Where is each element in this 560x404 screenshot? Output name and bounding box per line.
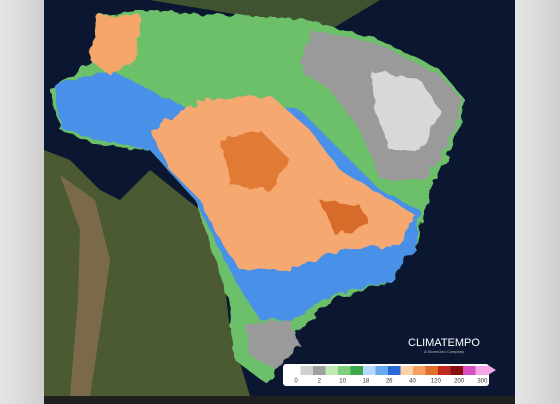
legend-label: 40 [409,379,416,385]
legend-label: 2 [318,379,322,385]
legend-arrow [488,365,496,375]
andes [60,175,110,396]
legend-swatch [438,366,451,375]
legend-swatch [400,366,413,375]
left-margin [0,0,44,404]
legend-swatch [450,366,463,375]
legend-swatch [388,366,401,375]
land-north [150,0,380,30]
legend-label: 18 [363,379,370,385]
legend-label: 200 [454,379,465,385]
legend-swatch [463,366,476,375]
legend [283,364,496,386]
legend-swatch [313,366,326,375]
legend-swatch [375,366,388,375]
logo-name: CLIMATEMPO [408,337,480,349]
legend-swatch [300,366,313,375]
legend-label: 26 [386,379,393,385]
logo-tagline: A StormGeo Company [424,349,464,354]
legend-swatch [325,366,338,375]
precipitation-field [50,10,465,385]
legend-swatch [288,366,301,375]
right-margin [515,0,560,404]
legend-swatch [363,366,376,375]
legend-swatches [288,366,488,375]
legend-label: 120 [431,379,442,385]
legend-swatch [338,366,351,375]
legend-swatch [475,366,488,375]
legend-swatch [413,366,426,375]
legend-swatch [425,366,438,375]
legend-label: 0 [294,379,298,385]
legend-swatch [350,366,363,375]
legend-label: 300 [477,379,488,385]
bottom-bar [44,396,515,404]
legend-label: 10 [339,379,346,385]
